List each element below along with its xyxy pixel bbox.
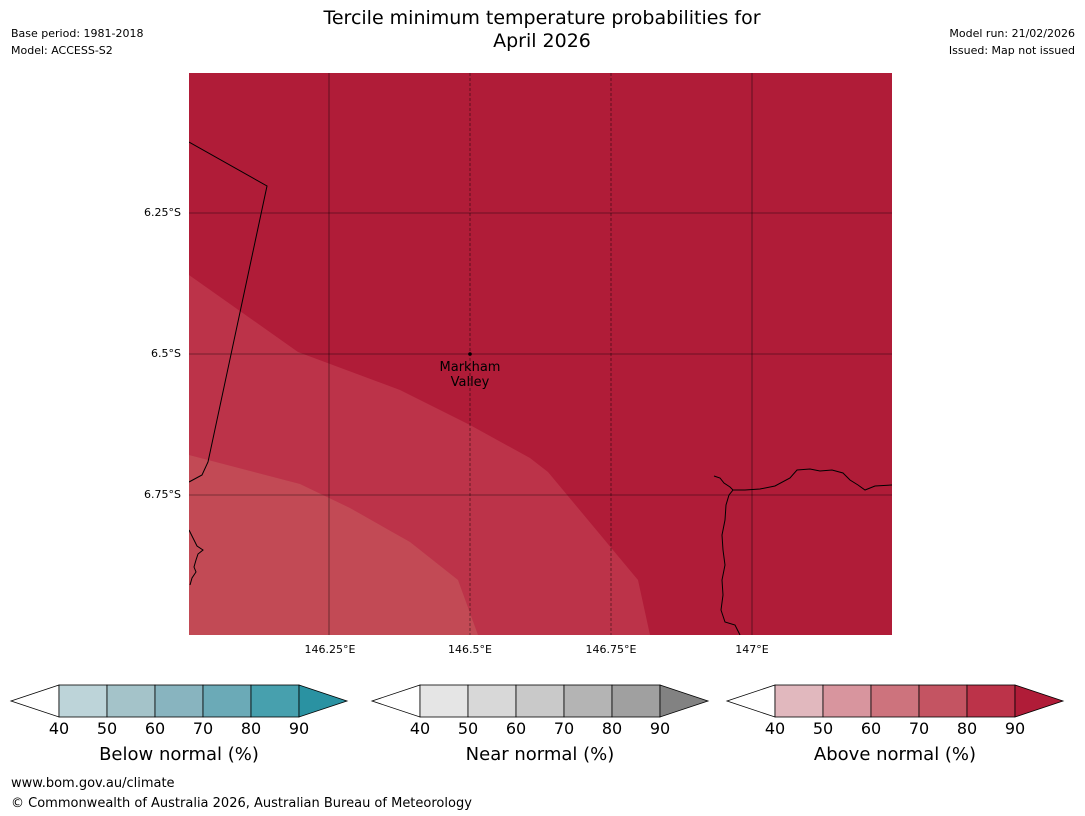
lon-label-147: 147°E <box>735 643 769 656</box>
place-name-line-2: Valley <box>450 375 490 390</box>
colorbar-above-normal-label: Above normal (%) <box>813 744 977 765</box>
border-line <box>189 141 268 483</box>
east-coast-north <box>733 468 892 491</box>
colorbar-below-normal-segment-70 <box>202 684 252 718</box>
model-text: Model: ACCESS-S2 <box>11 44 113 57</box>
colorbar-near-normal-segment-70 <box>563 684 613 718</box>
colorbar-near-normal-tick-90: 90 <box>649 719 671 738</box>
colorbar-above-normal-tick-40: 40 <box>764 719 786 738</box>
colorbar-below-normal-tick-50: 50 <box>96 719 118 738</box>
map-title: Tercile minimum temperature probabilitie… <box>242 7 842 53</box>
colorbar-below-normal-segment-40 <box>58 684 108 718</box>
lon-label-146-75: 146.75°E <box>585 643 637 656</box>
colorbars-graphics <box>9 684 1065 718</box>
colorbar-near-normal-lower-extend <box>370 684 421 718</box>
colorbar-above-normal-tick-70: 70 <box>908 719 930 738</box>
colorbar-above-normal-tick-90: 90 <box>1004 719 1026 738</box>
base-period-text: Base period: 1981-2018 <box>11 27 144 40</box>
colorbar-near-normal-upper-extend <box>659 684 710 718</box>
lon-label-146-25: 146.25°E <box>304 643 356 656</box>
colorbar-below-normal-segment-50 <box>106 684 156 718</box>
colorbar-near-normal-segment-50 <box>467 684 517 718</box>
colorbar-below-normal-tick-90: 90 <box>288 719 310 738</box>
colorbar-near-normal-tick-40: 40 <box>409 719 431 738</box>
probability-region-70 <box>189 455 478 635</box>
colorbar-below-normal-segment-80 <box>250 684 300 718</box>
colorbar-below-normal-lower-extend <box>9 684 60 718</box>
lat-label-6-5: 6.5°S <box>151 347 181 360</box>
colorbar-above-normal-upper-extend <box>1014 684 1065 718</box>
colorbar-above-normal-tick-60: 60 <box>860 719 882 738</box>
colorbar-below-normal <box>9 684 349 718</box>
colorbar-below-normal-segment-60 <box>154 684 204 718</box>
colorbar-near-normal-tick-60: 60 <box>505 719 527 738</box>
place-label: Markham Valley <box>410 360 530 390</box>
coastlines <box>189 141 892 635</box>
lon-label-146-5: 146.5°E <box>448 643 492 656</box>
lat-label-6-25: 6.25°S <box>144 206 181 219</box>
colorbar-above-normal-tick-80: 80 <box>956 719 978 738</box>
colorbar-near-normal-label: Near normal (%) <box>465 744 615 765</box>
markham-valley-marker <box>468 352 472 356</box>
title-line-1: Tercile minimum temperature probabilitie… <box>323 7 761 29</box>
colorbar-below-normal-tick-70: 70 <box>192 719 214 738</box>
footer-copyright: © Commonwealth of Australia 2026, Austra… <box>11 796 472 811</box>
model-run-text: Model run: 21/02/2026 <box>949 27 1075 40</box>
footer-url[interactable]: www.bom.gov.au/climate <box>11 776 175 791</box>
colorbar-near-normal-segment-40 <box>419 684 469 718</box>
colorbar-above-normal-segment-60 <box>870 684 920 718</box>
colorbar-above-normal <box>725 684 1065 718</box>
colorbar-above-normal-segment-50 <box>822 684 872 718</box>
place-name-line-1: Markham <box>439 360 501 375</box>
issued-text: Issued: Map not issued <box>948 44 1075 57</box>
title-line-2: April 2026 <box>493 30 591 52</box>
colorbar-above-normal-segment-80 <box>966 684 1016 718</box>
colorbar-below-normal-tick-40: 40 <box>48 719 70 738</box>
colorbar-below-normal-upper-extend <box>298 684 349 718</box>
colorbar-below-normal-tick-60: 60 <box>144 719 166 738</box>
colorbar-near-normal-tick-80: 80 <box>601 719 623 738</box>
colorbar-near-normal-tick-50: 50 <box>457 719 479 738</box>
colorbar-above-normal-lower-extend <box>725 684 776 718</box>
colorbar-below-normal-tick-80: 80 <box>240 719 262 738</box>
colorbar-above-normal-segment-70 <box>918 684 968 718</box>
colorbar-above-normal-tick-50: 50 <box>812 719 834 738</box>
colorbar-near-normal <box>370 684 710 718</box>
west-coast <box>189 529 204 586</box>
lat-label-6-75: 6.75°S <box>144 488 181 501</box>
east-coast <box>713 475 741 635</box>
colorbar-near-normal-segment-80 <box>611 684 661 718</box>
meta-left: Base period: 1981-2018 Model: ACCESS-S2 <box>11 25 143 59</box>
colorbar-near-normal-tick-70: 70 <box>553 719 575 738</box>
meta-right: Model run: 21/02/2026 Issued: Map not is… <box>949 25 1075 59</box>
colorbar-above-normal-segment-40 <box>774 684 824 718</box>
colorbar-below-normal-label: Below normal (%) <box>99 744 259 765</box>
colorbar-near-normal-segment-60 <box>515 684 565 718</box>
